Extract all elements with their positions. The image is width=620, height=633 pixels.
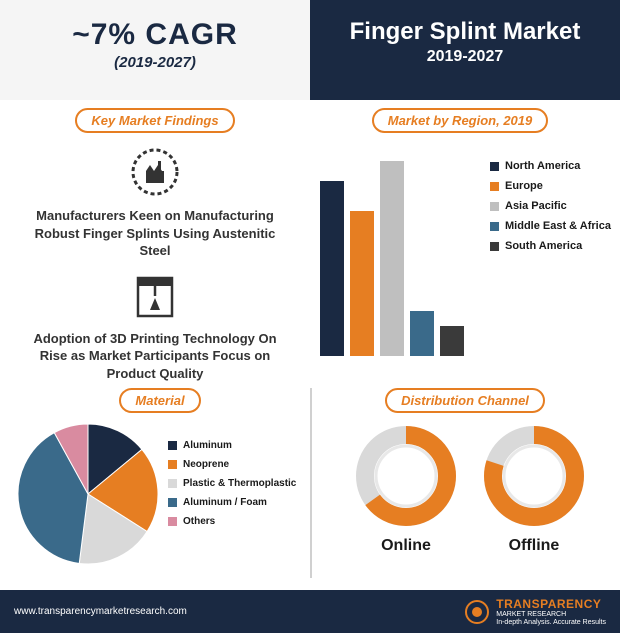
region-label: Market by Region, 2019 bbox=[372, 108, 549, 133]
footer-logo: TRANSPARENCY MARKET RESEARCH In-depth An… bbox=[464, 597, 606, 626]
region-legend-row: Middle East & Africa bbox=[490, 220, 620, 232]
logo-icon bbox=[464, 599, 490, 625]
donut-chart bbox=[484, 426, 584, 526]
material-pie-chart bbox=[18, 424, 158, 564]
market-subtitle: 2019-2027 bbox=[320, 48, 610, 66]
material-section: Material bbox=[10, 388, 310, 413]
region-bar bbox=[440, 326, 464, 356]
legend-swatch bbox=[168, 517, 177, 526]
header-right-panel: Finger Splint Market 2019-2027 bbox=[310, 0, 620, 100]
distribution-section: Distribution Channel bbox=[320, 388, 610, 413]
legend-text: Aluminum bbox=[183, 440, 232, 451]
material-label: Material bbox=[119, 388, 200, 413]
material-legend-row: Aluminum / Foam bbox=[168, 497, 318, 508]
legend-swatch bbox=[168, 479, 177, 488]
distribution-label: Distribution Channel bbox=[385, 388, 545, 413]
header-left-panel: ~7% CAGR (2019-2027) bbox=[0, 0, 310, 100]
region-bar bbox=[410, 311, 434, 356]
legend-swatch bbox=[490, 242, 499, 251]
material-legend-row: Plastic & Thermoplastic bbox=[168, 478, 318, 489]
logo-sub-text-2: In-depth Analysis. Accurate Results bbox=[496, 619, 606, 627]
donut-item: Online bbox=[356, 426, 456, 555]
legend-swatch bbox=[490, 162, 499, 171]
vertical-divider bbox=[310, 388, 312, 578]
donut-label: Offline bbox=[484, 537, 584, 555]
gear-factory-icon bbox=[10, 143, 300, 201]
legend-text: Plastic & Thermoplastic bbox=[183, 478, 296, 489]
legend-text: Others bbox=[183, 516, 215, 527]
body-area: Key Market Findings Manufacturers Keen o… bbox=[0, 100, 620, 590]
region-legend-row: North America bbox=[490, 160, 620, 172]
legend-swatch bbox=[168, 441, 177, 450]
legend-swatch bbox=[168, 498, 177, 507]
legend-text: Europe bbox=[505, 180, 543, 192]
footer-url: www.transparencymarketresearch.com bbox=[14, 606, 187, 617]
printer-3d-icon bbox=[10, 270, 300, 324]
material-legend-row: Neoprene bbox=[168, 459, 318, 470]
finding-text-2: Adoption of 3D Printing Technology On Ri… bbox=[10, 330, 300, 383]
logo-main-text: TRANSPARENCY bbox=[496, 597, 606, 611]
logo-sub-text-1: MARKET RESEARCH bbox=[496, 611, 606, 619]
donut-label: Online bbox=[356, 537, 456, 555]
region-legend-row: Asia Pacific bbox=[490, 200, 620, 212]
region-legend-row: South America bbox=[490, 240, 620, 252]
legend-text: Middle East & Africa bbox=[505, 220, 611, 232]
legend-swatch bbox=[490, 222, 499, 231]
donut-chart bbox=[356, 426, 456, 526]
legend-text: Asia Pacific bbox=[505, 200, 567, 212]
material-legend-row: Others bbox=[168, 516, 318, 527]
material-legend-row: Aluminum bbox=[168, 440, 318, 451]
region-bar bbox=[350, 211, 374, 356]
cagr-title: ~7% CAGR bbox=[10, 18, 300, 52]
legend-swatch bbox=[168, 460, 177, 469]
distribution-donuts: Online Offline bbox=[330, 426, 610, 555]
region-bar bbox=[320, 181, 344, 356]
donut-item: Offline bbox=[484, 426, 584, 555]
region-bar bbox=[380, 161, 404, 356]
finding-text-1: Manufacturers Keen on Manufacturing Robu… bbox=[10, 207, 300, 260]
legend-text: South America bbox=[505, 240, 582, 252]
region-section: Market by Region, 2019 bbox=[310, 108, 610, 133]
market-title: Finger Splint Market bbox=[320, 18, 610, 46]
legend-text: North America bbox=[505, 160, 580, 172]
region-bar-chart bbox=[320, 146, 480, 356]
material-legend: Aluminum Neoprene Plastic & Thermoplastic A… bbox=[168, 440, 318, 535]
region-legend-row: Europe bbox=[490, 180, 620, 192]
footer: www.transparencymarketresearch.com TRANS… bbox=[0, 590, 620, 633]
legend-swatch bbox=[490, 202, 499, 211]
key-findings-label: Key Market Findings bbox=[75, 108, 234, 133]
key-findings-section: Key Market Findings Manufacturers Keen o… bbox=[10, 108, 300, 382]
cagr-subtitle: (2019-2027) bbox=[10, 54, 300, 71]
legend-swatch bbox=[490, 182, 499, 191]
region-legend: North America Europe Asia Pacific Middle Ea… bbox=[490, 160, 620, 260]
legend-text: Aluminum / Foam bbox=[183, 497, 267, 508]
header: ~7% CAGR (2019-2027) Finger Splint Marke… bbox=[0, 0, 620, 100]
legend-text: Neoprene bbox=[183, 459, 229, 470]
